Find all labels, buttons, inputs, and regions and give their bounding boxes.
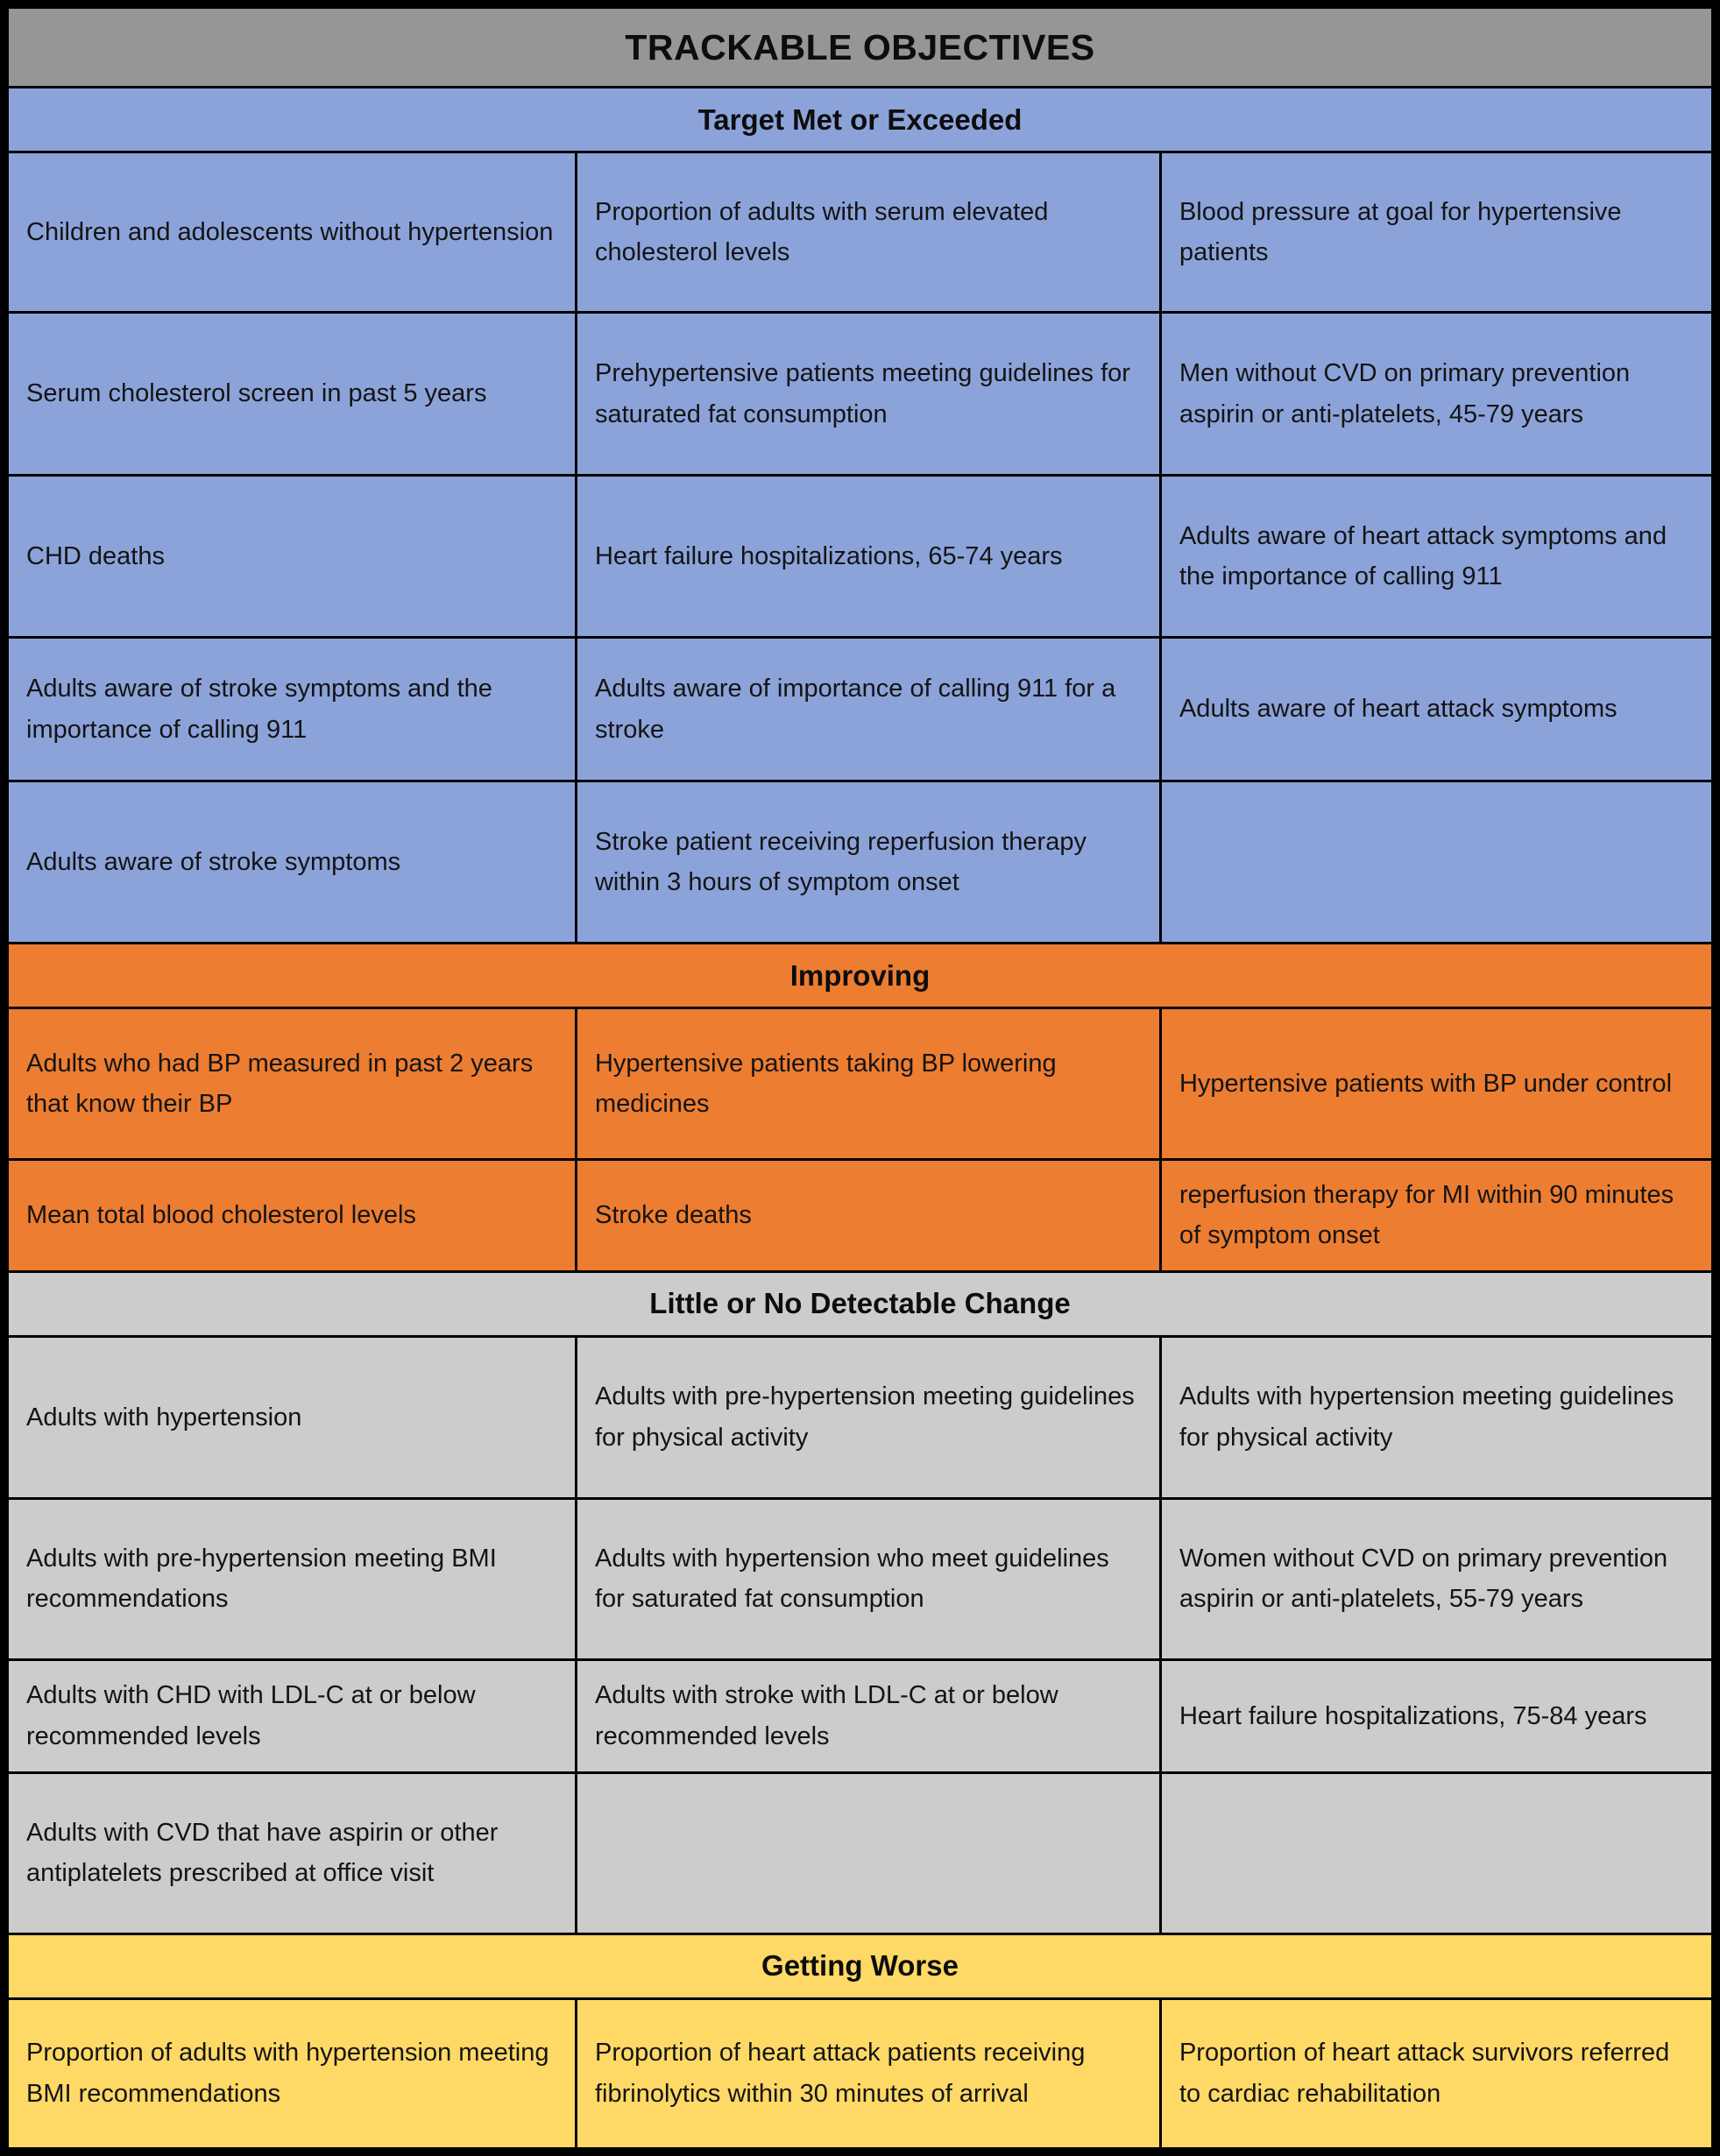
- table-cell: Adults aware of stroke symptoms: [9, 782, 575, 942]
- table-row: Adults with hypertension Adults with pre-…: [9, 1337, 1711, 1497]
- table-cell: Adults with pre-hypertension meeting gui…: [577, 1337, 1159, 1497]
- table-row: Children and adolescents without hyperte…: [9, 153, 1711, 311]
- table-cell: Hypertensive patients taking BP lowering…: [577, 1009, 1159, 1158]
- table-row: CHD deaths Heart failure hospitalizations…: [9, 477, 1711, 636]
- section-header: Little or No Detectable Change: [9, 1272, 1711, 1335]
- objectives-section: Target Met or Exceeded Children and adol…: [9, 88, 1711, 942]
- table-cell: Mean total blood cholesterol levels: [9, 1161, 575, 1270]
- table-cell: Adults with CHD with LDL-C at or below r…: [9, 1660, 575, 1771]
- table-cell: Proportion of heart attack patients rece…: [577, 1999, 1159, 2147]
- table-cell: Prehypertensive patients meeting guideli…: [577, 314, 1159, 474]
- table-cell: [1161, 1773, 1711, 1933]
- table-cell: Women without CVD on primary prevention …: [1161, 1499, 1711, 1658]
- table-row: Adults aware of stroke symptoms Stroke pa…: [9, 782, 1711, 942]
- objectives-section: Getting Worse Proportion of adults with …: [9, 1934, 1711, 2147]
- table-cell: [577, 1773, 1159, 1933]
- table-cell: Adults with hypertension meeting guideli…: [1161, 1337, 1711, 1497]
- section-header: Target Met or Exceeded: [9, 88, 1711, 151]
- table-row: Adults aware of stroke symptoms and the …: [9, 639, 1711, 780]
- table-row: Serum cholesterol screen in past 5 years…: [9, 314, 1711, 474]
- table-cell: Adults who had BP measured in past 2 yea…: [9, 1009, 575, 1158]
- section-header: Improving: [9, 944, 1711, 1007]
- table-cell: Proportion of adults with hypertension m…: [9, 1999, 575, 2147]
- table-cell: Men without CVD on primary prevention as…: [1161, 314, 1711, 474]
- table-cell: Children and adolescents without hyperte…: [9, 153, 575, 311]
- table-cell: Heart failure hospitalizations, 75-84 ye…: [1161, 1660, 1711, 1771]
- table-cell: Stroke patient receiving reperfusion the…: [577, 782, 1159, 942]
- table-row: Adults with pre-hypertension meeting BMI…: [9, 1499, 1711, 1658]
- table-cell: Adults with hypertension: [9, 1337, 575, 1497]
- table-cell: Proportion of heart attack survivors ref…: [1161, 1999, 1711, 2147]
- table-row: Proportion of adults with hypertension m…: [9, 1999, 1711, 2147]
- table-cell: [1161, 782, 1711, 942]
- table-row: Mean total blood cholesterol levels Strok…: [9, 1161, 1711, 1270]
- table-cell: Adults with CVD that have aspirin or oth…: [9, 1773, 575, 1933]
- objectives-section: Improving Adults who had BP measured in …: [9, 944, 1711, 1270]
- table-cell: Adults aware of heart attack symptoms: [1161, 639, 1711, 780]
- table-cell: Adults aware of heart attack symptoms an…: [1161, 477, 1711, 636]
- table-row: Adults with CHD with LDL-C at or below r…: [9, 1660, 1711, 1771]
- table-cell: Adults with hypertension who meet guidel…: [577, 1499, 1159, 1658]
- table-cell: Proportion of adults with serum elevated…: [577, 153, 1159, 311]
- table-cell: Adults aware of stroke symptoms and the …: [9, 639, 575, 780]
- table-cell: Adults with stroke with LDL-C at or belo…: [577, 1660, 1159, 1771]
- table-cell: Blood pressure at goal for hypertensive …: [1161, 153, 1711, 311]
- table-cell: CHD deaths: [9, 477, 575, 636]
- objectives-section: Little or No Detectable Change Adults wi…: [9, 1272, 1711, 1933]
- table-cell: Adults with pre-hypertension meeting BMI…: [9, 1499, 575, 1658]
- table-row: Adults who had BP measured in past 2 yea…: [9, 1009, 1711, 1158]
- page-title: TRACKABLE OBJECTIVES: [9, 9, 1711, 86]
- table-row: Adults with CVD that have aspirin or oth…: [9, 1773, 1711, 1933]
- table-cell: Serum cholesterol screen in past 5 years: [9, 314, 575, 474]
- table-cell: Heart failure hospitalizations, 65-74 ye…: [577, 477, 1159, 636]
- table-cell: reperfusion therapy for MI within 90 min…: [1161, 1161, 1711, 1270]
- table-cell: Stroke deaths: [577, 1161, 1159, 1270]
- table-cell: Adults aware of importance of calling 91…: [577, 639, 1159, 780]
- section-header: Getting Worse: [9, 1934, 1711, 1997]
- table-cell: Hypertensive patients with BP under cont…: [1161, 1009, 1711, 1158]
